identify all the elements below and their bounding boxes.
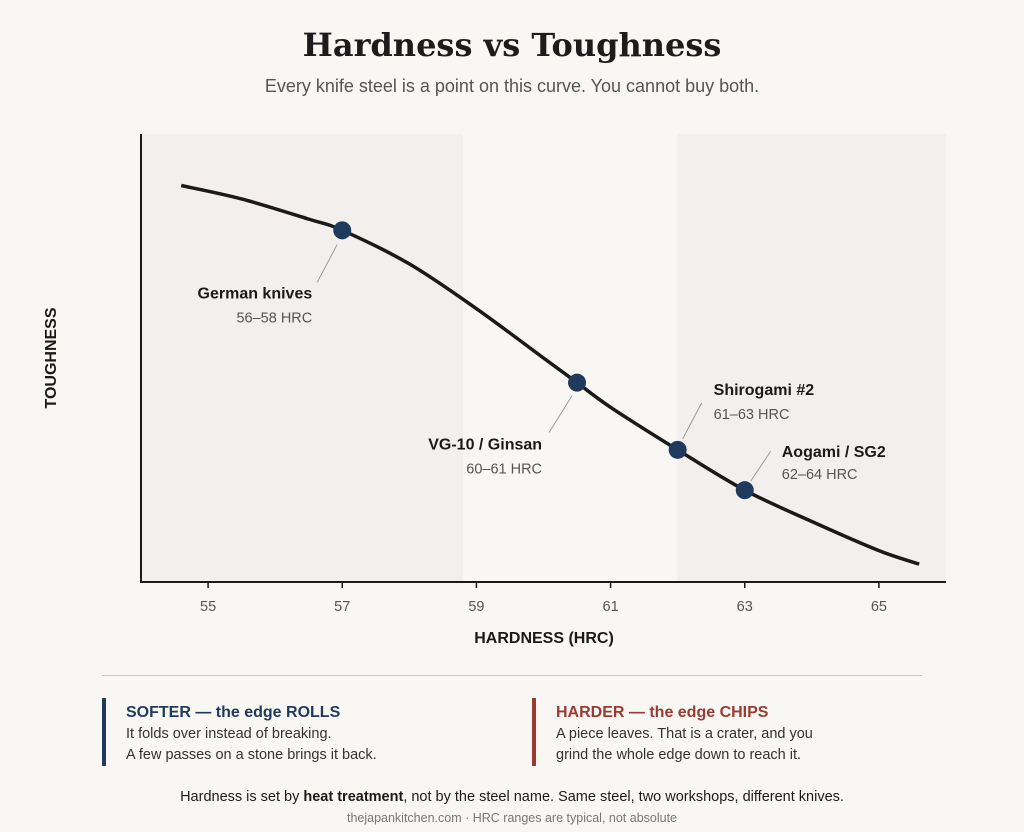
x-tick-label: 57: [334, 599, 350, 615]
steel-range-label: 61–63 HRC: [714, 407, 790, 423]
steel-point: [568, 373, 587, 392]
steel-point: [735, 481, 754, 500]
shaded-region-1: [677, 134, 946, 582]
hardness-toughness-curve: [180, 183, 920, 566]
leader-line: [548, 395, 573, 433]
x-axis-ticks: 55 57 59 61 63 65: [200, 582, 887, 615]
shaded-regions: [141, 134, 946, 582]
section-divider: [102, 675, 922, 676]
steel-point: [668, 440, 687, 459]
steel-point: [333, 221, 352, 240]
leader-line: [750, 450, 772, 482]
hardness-toughness-chart: 55 57 59 61 63 65 German knives 56–58 HRC VG-10…: [43, 134, 946, 647]
steel-name-label: Aogami / SG2: [782, 444, 886, 461]
footer-source: thejapankitchen.com · HRC ranges are typ…: [346, 811, 678, 825]
leader-line: [682, 402, 703, 440]
softer-note: SOFTER — the edge ROLLS It folds over in…: [102, 698, 377, 766]
steel-name-label: VG-10 / Ginsan: [428, 437, 542, 454]
softer-line-2: A few passes on a stone brings it back.: [126, 747, 377, 763]
x-tick-label: 65: [871, 599, 887, 615]
y-axis-label: TOUGHNESS: [43, 307, 60, 408]
steel-labels: German knives 56–58 HRC VG-10 / Ginsan 60–6…: [198, 285, 886, 483]
footer-bold: heat treatment: [303, 789, 404, 805]
footer-note: Hardness is set by heat treatment, not b…: [0, 789, 1024, 805]
steel-range-label: 62–64 HRC: [782, 467, 858, 483]
harder-heading: HARDER — the edge CHIPS: [556, 704, 769, 721]
steel-name-label: German knives: [198, 285, 313, 302]
x-tick-label: 63: [737, 599, 753, 615]
steel-range-label: 60–61 HRC: [466, 462, 542, 478]
harder-line-1: A piece leaves. That is a crater, and yo…: [556, 726, 813, 742]
softer-line-1: It folds over instead of breaking.: [126, 726, 332, 742]
chart-subtitle: Every knife steel is a point on this cur…: [264, 76, 760, 96]
chart-title: Hardness vs Toughness: [302, 26, 722, 64]
x-tick-label: 55: [200, 599, 216, 615]
footer-post: , not by the steel name. Same steel, two…: [403, 789, 844, 805]
steel-points: [333, 221, 754, 500]
softer-heading: SOFTER — the edge ROLLS: [126, 704, 341, 721]
harder-note: HARDER — the edge CHIPS A piece leaves. …: [532, 698, 813, 766]
x-tick-label: 59: [468, 599, 484, 615]
x-tick-label: 61: [603, 599, 619, 615]
harder-line-2: grind the whole edge down to reach it.: [556, 747, 802, 763]
x-axis-label: HARDNESS (HRC): [474, 630, 614, 647]
steel-range-label: 56–58 HRC: [236, 310, 312, 326]
leader-line: [316, 244, 338, 283]
footer-pre: Hardness is set by: [180, 789, 304, 805]
label-leaders: [316, 244, 772, 482]
shaded-region-0: [141, 134, 463, 582]
steel-name-label: Shirogami #2: [714, 382, 815, 399]
